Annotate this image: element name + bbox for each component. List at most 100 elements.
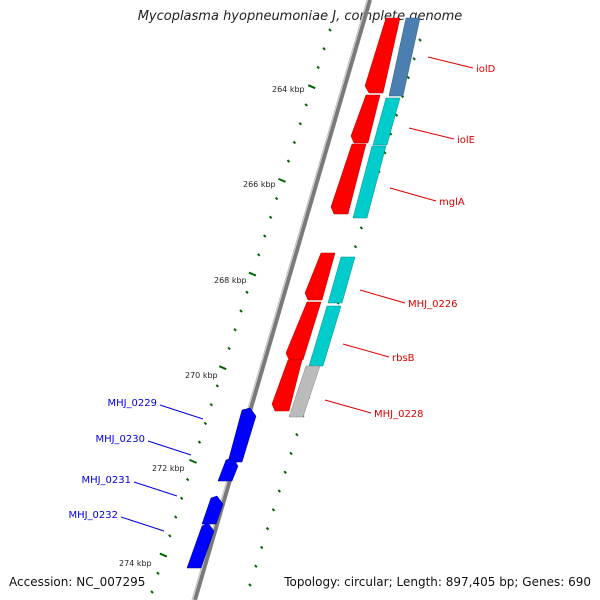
gene-iolE-cds: [350, 94, 381, 144]
scale-label-264: 264 kbp: [272, 85, 305, 94]
tick-mark: [278, 177, 286, 183]
leader-iolD: [427, 56, 474, 69]
tick-mark: [233, 328, 237, 332]
accession-label: Accession:: [9, 575, 73, 589]
tick-mark: [150, 590, 154, 594]
label-MHJ_0232[interactable]: MHJ_0232: [68, 510, 118, 521]
genes-value: 690: [568, 575, 591, 589]
gene-MHJ_0229[interactable]: [227, 407, 257, 463]
scale-label-270: 270 kbp: [185, 371, 218, 380]
gene-iolD[interactable]: [364, 17, 421, 97]
tick-mark: [295, 432, 299, 437]
scale-label-266: 266 kbp: [243, 180, 276, 189]
gene-rbsB[interactable]: [285, 301, 342, 367]
tick-mark: [263, 234, 267, 238]
topology-label: Topology:: [284, 575, 341, 589]
gene-MHJ_0231[interactable]: [201, 495, 224, 525]
tick-mark: [286, 159, 291, 163]
accession-footer: Accession: NC_007295: [9, 575, 145, 589]
gene-iolE[interactable]: [350, 94, 401, 146]
leader-MHJ_0231: [133, 481, 178, 497]
tick-mark: [260, 545, 264, 550]
gene-iolD-cog: [388, 17, 421, 97]
tick-mark: [257, 253, 261, 257]
tick-mark: [353, 245, 358, 249]
leader-MHJ_0230: [147, 440, 192, 456]
gene-iolE-cog: [372, 97, 401, 146]
map-title: Mycoplasma hyopneumoniae J, complete gen…: [137, 9, 463, 24]
label-MHJ_0226[interactable]: MHJ_0226: [408, 299, 458, 310]
label-rbsB[interactable]: rbsB: [392, 353, 415, 364]
gene-MHJ_0226[interactable]: [304, 252, 356, 304]
gene-MHJ_0228-cds: [271, 359, 303, 412]
tick-mark: [239, 309, 243, 313]
leader-MHJ_0232: [120, 516, 165, 532]
tick-mark: [328, 28, 332, 32]
tick-mark: [254, 564, 258, 568]
tick-mark: [203, 421, 208, 426]
leader-rbsB: [342, 343, 390, 358]
tick-mark: [359, 226, 364, 230]
topology-value: circular: [344, 575, 389, 589]
leader-iolE: [408, 127, 455, 140]
scale-label-274: 274 kbp: [119, 559, 152, 568]
tick-mark: [394, 113, 399, 117]
tick-mark: [412, 57, 416, 61]
tick-mark: [197, 440, 202, 444]
scale-label-272: 272 kbp: [152, 464, 185, 473]
gene-MHJ_0232[interactable]: [186, 522, 215, 569]
scale-label-268: 268 kbp: [214, 276, 247, 285]
tick-mark: [289, 451, 293, 456]
tick-mark: [322, 47, 326, 51]
tick-mark: [248, 583, 252, 587]
label-MHJ_0230[interactable]: MHJ_0230: [95, 434, 145, 445]
gene-MHJ_0226-cds: [304, 252, 336, 301]
tick-mark: [298, 121, 303, 126]
leader-MHJ_0229: [159, 404, 204, 420]
genes-label: Genes:: [522, 575, 565, 589]
length-label: Length:: [396, 575, 442, 589]
genome-backbone-highlight: [191, 0, 368, 600]
tick-mark: [277, 489, 282, 493]
gene-MHJ_0228-cog: [288, 365, 321, 418]
tick-mark: [179, 496, 184, 501]
gene-MHJ_0228[interactable]: [271, 359, 321, 418]
leader-mglA: [389, 187, 437, 202]
tick-mark: [245, 290, 249, 294]
tick-mark: [189, 458, 197, 464]
label-MHJ_0228[interactable]: MHJ_0228: [374, 409, 424, 420]
tick-mark: [292, 140, 297, 145]
tick-mark: [174, 515, 178, 519]
tick-mark: [227, 346, 231, 351]
gene-MHJ_0230[interactable]: [217, 457, 239, 482]
tick-mark: [271, 508, 276, 512]
tick-marks: [150, 28, 422, 594]
tick-mark: [307, 84, 316, 90]
gene-mglA-cds: [330, 143, 367, 215]
gene-rbsB-cog: [308, 305, 342, 367]
genome-stats-footer: Topology: circular; Length: 897,405 bp; …: [284, 575, 591, 589]
gene-mglA[interactable]: [330, 143, 387, 219]
genome-backbone: [193, 0, 372, 600]
gene-iolD-cds: [364, 17, 401, 94]
tick-mark: [268, 215, 273, 220]
tick-mark: [218, 365, 227, 371]
label-mglA[interactable]: mglA: [439, 197, 465, 208]
tick-mark: [304, 103, 308, 107]
tick-mark: [156, 571, 160, 575]
tick-mark: [316, 65, 320, 70]
length-value: 897,405 bp: [445, 575, 515, 589]
accession-value: NC_007295: [76, 575, 146, 589]
tick-mark: [283, 470, 287, 474]
label-iolD[interactable]: iolD: [476, 64, 496, 75]
label-iolE[interactable]: iolE: [457, 135, 475, 146]
label-MHJ_0231[interactable]: MHJ_0231: [81, 475, 131, 486]
tick-mark: [209, 402, 214, 407]
tick-mark: [215, 384, 219, 388]
tick-mark: [265, 526, 270, 531]
label-MHJ_0229[interactable]: MHJ_0229: [107, 398, 157, 409]
tick-mark: [168, 534, 172, 538]
tick-mark: [406, 75, 410, 80]
